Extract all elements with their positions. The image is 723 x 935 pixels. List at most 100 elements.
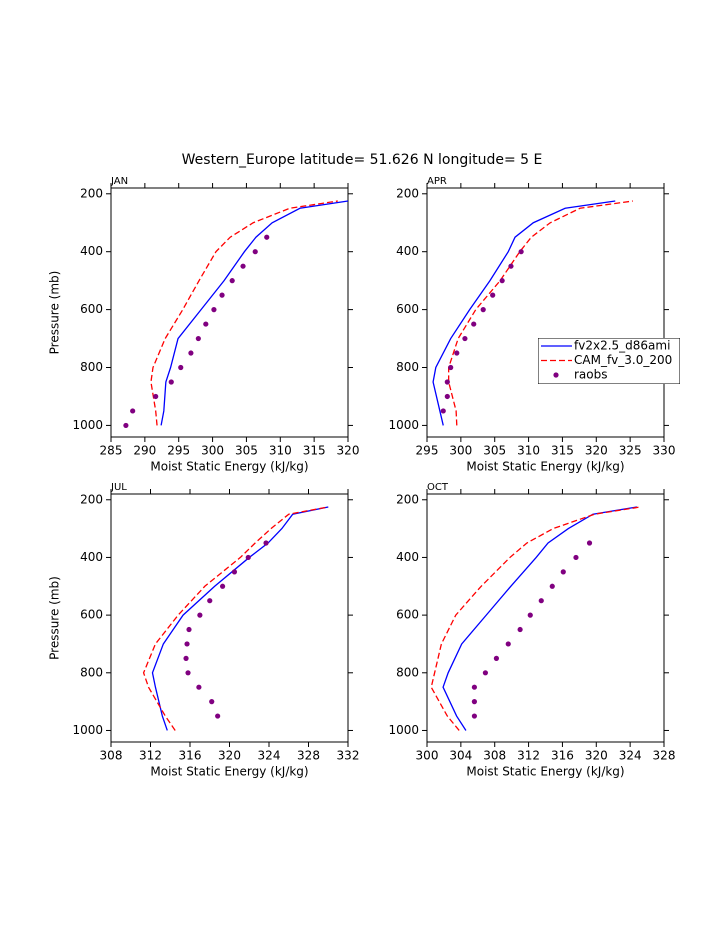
x-tick-label: 285 (100, 444, 123, 458)
raob-point (527, 612, 533, 618)
y-tick-label: 600 (80, 302, 103, 316)
x-tick-label: 300 (201, 444, 224, 458)
raob-point (153, 393, 159, 400)
y-tick-label: 1000 (388, 723, 419, 737)
raob-point (211, 307, 217, 313)
raob-point (471, 321, 477, 327)
x-tick-label: 320 (585, 444, 608, 458)
raob-point (195, 335, 201, 342)
x-tick-label: 300 (449, 444, 472, 458)
y-tick-label: 200 (396, 492, 419, 506)
raob-point (245, 554, 251, 561)
raob-point (444, 393, 450, 400)
raob-point (493, 655, 500, 661)
x-tick-label: 330 (653, 444, 676, 458)
profile-line (432, 200, 616, 426)
y-tick-label: 200 (80, 492, 103, 506)
plot-frame (110, 187, 349, 438)
x-tick-label: 320 (585, 749, 608, 763)
x-tick-label: 320 (218, 749, 241, 763)
raob-point (573, 554, 579, 561)
x-tick-label: 305 (483, 444, 506, 458)
panel-label: JAN (110, 176, 128, 187)
x-tick-label: 316 (179, 749, 202, 763)
raob-point (517, 626, 523, 633)
raob-point (505, 641, 511, 647)
y-tick-label: 200 (80, 186, 103, 200)
x-tick-label: 308 (483, 749, 506, 763)
raob-point (188, 350, 194, 356)
raob-point (168, 379, 174, 385)
y-tick-label: 400 (80, 244, 103, 258)
x-tick-label: 310 (269, 444, 292, 458)
panel-label: OCT (427, 482, 449, 493)
x-tick-label: 295 (167, 444, 190, 458)
x-axis-label: Moist Static Energy (kJ/kg) (466, 460, 624, 474)
raob-point (207, 598, 213, 604)
raob-point (490, 292, 496, 298)
raob-point (203, 321, 209, 327)
x-tick-label: 324 (619, 749, 642, 763)
page-title: Western_Europe latitude= 51.626 N longit… (182, 152, 543, 168)
raob-point (186, 626, 192, 633)
x-tick-label: 320 (337, 444, 360, 458)
panel-label: APR (427, 176, 447, 187)
y-tick-label: 400 (80, 550, 103, 564)
raob-point (130, 408, 136, 414)
raob-point (444, 379, 450, 385)
raob-point (462, 335, 468, 342)
raob-point (448, 364, 454, 371)
x-tick-label: 328 (653, 749, 676, 763)
profile-line (142, 506, 329, 731)
x-tick-label: 290 (133, 444, 156, 458)
y-tick-label: 400 (396, 244, 419, 258)
raob-point (229, 278, 235, 284)
raob-point (264, 234, 270, 240)
panel-label: JUL (110, 482, 127, 493)
x-tick-label: 325 (619, 444, 642, 458)
x-tick-label: 315 (303, 444, 326, 458)
raob-point (471, 684, 477, 690)
profile-line (151, 506, 329, 731)
legend-label: fv2x2.5_d86ami (574, 339, 670, 353)
x-tick-label: 324 (258, 749, 281, 763)
raob-point (219, 292, 225, 298)
raob-point (480, 307, 486, 313)
y-axis-label: Pressure (mb) (48, 576, 62, 660)
legend-label: CAM_fv_3.0_200 (574, 353, 672, 367)
raob-point (440, 408, 446, 414)
x-tick-label: 305 (235, 444, 258, 458)
raob-point (185, 670, 191, 676)
x-tick-label: 312 (517, 749, 540, 763)
x-tick-label: 312 (139, 749, 162, 763)
raob-point (215, 713, 221, 719)
y-tick-label: 800 (396, 665, 419, 679)
raob-point (231, 569, 238, 575)
raob-point (560, 569, 566, 575)
y-tick-label: 1000 (388, 418, 419, 432)
y-tick-label: 200 (396, 186, 419, 200)
x-axis-label: Moist Static Energy (kJ/kg) (466, 765, 624, 779)
profile-line (160, 200, 349, 426)
plot-frame (426, 493, 665, 743)
raob-point (471, 699, 477, 705)
raob-point (549, 583, 555, 589)
raob-point (252, 249, 258, 255)
y-tick-label: 600 (396, 302, 419, 316)
x-tick-label: 315 (551, 444, 574, 458)
raob-point (454, 350, 460, 356)
x-tick-label: 316 (551, 749, 574, 763)
y-tick-label: 600 (80, 608, 103, 622)
x-tick-label: 295 (416, 444, 439, 458)
raob-point (263, 540, 269, 546)
raob-point (538, 598, 544, 604)
raob-point (518, 249, 524, 255)
y-tick-label: 800 (80, 360, 103, 374)
x-tick-label: 328 (297, 749, 320, 763)
raob-point (123, 422, 129, 429)
raob-point (219, 583, 226, 589)
y-tick-label: 800 (80, 665, 103, 679)
raob-point (183, 655, 189, 661)
